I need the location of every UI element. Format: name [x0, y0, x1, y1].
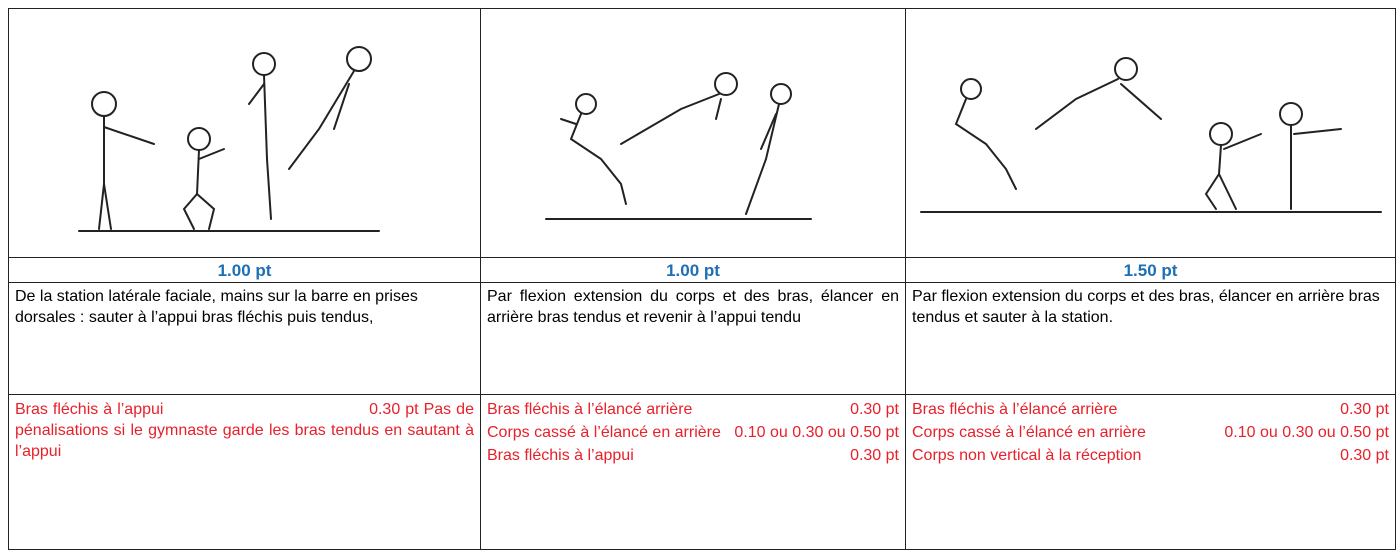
figure — [545, 72, 812, 220]
penalty: Bras fléchis à l’appui 0.30 pt — [487, 445, 899, 466]
description-row: De la station latérale faciale, mains su… — [8, 282, 1396, 395]
penalties: Bras fléchis à l’appui 0.30 pt Pas de pé… — [8, 394, 481, 550]
penalty-text: Corps cassé à l’élancé en arrière — [487, 424, 721, 441]
penalty-points: 0.10 ou 0.30 ou 0.50 pt — [1224, 424, 1389, 441]
penalties: Bras fléchis à l’élancé arrière 0.30 pt Co… — [905, 394, 1396, 550]
criteria-table: 1.00 pt 1.00 pt 1.50 pt De la station la… — [8, 8, 1396, 550]
penalties-row: Bras fléchis à l’appui 0.30 pt Pas de pé… — [8, 394, 1396, 550]
penalty-points: 0.30 pt — [850, 401, 899, 418]
penalty: Corps cassé à l’élancé en arrière 0.10 ou… — [912, 422, 1389, 443]
penalty-text: Corps cassé à l’élancé en arrière — [912, 424, 1146, 441]
figure-cell — [905, 8, 1396, 258]
penalty-text: Bras fléchis à l’élancé arrière — [912, 401, 1118, 418]
penalty-note: Pas de pénalisations si le gymnaste gard… — [15, 401, 474, 460]
penalty-points: 0.30 pt — [1340, 447, 1389, 464]
figure — [920, 57, 1382, 213]
penalty: Bras fléchis à l’appui 0.30 pt Pas de pé… — [15, 399, 474, 462]
penalty-text: Bras fléchis à l’appui — [487, 447, 634, 464]
penalty: Bras fléchis à l’élancé arrière 0.30 pt — [912, 399, 1389, 420]
figure — [78, 46, 380, 232]
penalty-text: Corps non vertical à la réception — [912, 447, 1142, 464]
points-row: 1.00 pt 1.00 pt 1.50 pt — [8, 257, 1396, 283]
penalty-text: Bras fléchis à l’élancé arrière — [487, 401, 693, 418]
points: 1.00 pt — [8, 257, 481, 283]
description: Par flexion extension du corps et des br… — [480, 282, 906, 395]
description: Par flexion extension du corps et des br… — [905, 282, 1396, 395]
penalty: Bras fléchis à l’élancé arrière 0.30 pt — [487, 399, 899, 420]
figure-cell — [480, 8, 906, 258]
penalties: Bras fléchis à l’élancé arrière 0.30 pt Co… — [480, 394, 906, 550]
penalty-points: 0.30 pt — [1340, 401, 1389, 418]
image-row — [8, 8, 1396, 258]
penalty: Corps cassé à l’élancé en arrière 0.10 ou… — [487, 422, 899, 443]
penalty-points: 0.30 pt — [369, 401, 419, 418]
description: De la station latérale faciale, mains su… — [8, 282, 481, 395]
figure-cell — [8, 8, 481, 258]
penalty-points: 0.10 ou 0.30 ou 0.50 pt — [734, 424, 899, 441]
points: 1.00 pt — [480, 257, 906, 283]
penalty: Corps non vertical à la réception 0.30 pt — [912, 445, 1389, 466]
penalty-text: Bras fléchis à l’appui — [15, 401, 164, 418]
points: 1.50 pt — [905, 257, 1396, 283]
penalty-points: 0.30 pt — [850, 447, 899, 464]
